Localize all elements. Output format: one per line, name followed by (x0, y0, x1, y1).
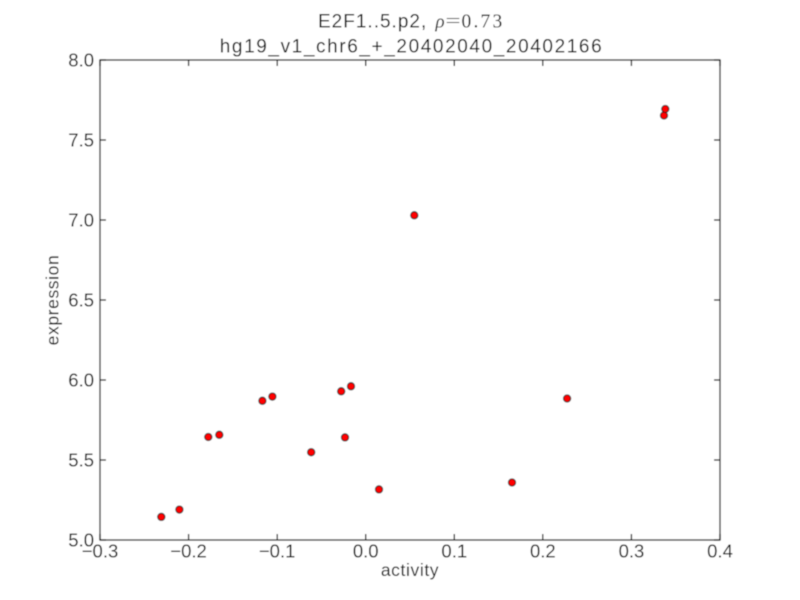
svg-text:5.0: 5.0 (68, 529, 94, 550)
svg-text:0.73: 0.73 (462, 12, 505, 33)
svg-text:6.0: 6.0 (68, 369, 94, 390)
svg-text:0.0: 0.0 (353, 541, 379, 562)
svg-text:7.5: 7.5 (68, 129, 94, 150)
svg-text:=: = (446, 11, 461, 33)
svg-text:activity: activity (381, 560, 439, 580)
svg-text:0.2: 0.2 (530, 541, 556, 562)
svg-text:−0.1: −0.1 (259, 541, 296, 562)
svg-text:hg19_v1_chr6_+_20402040_204021: hg19_v1_chr6_+_20402040_20402166 (220, 37, 604, 58)
svg-text:−0.2: −0.2 (170, 541, 207, 562)
svg-text:6.5: 6.5 (68, 289, 94, 310)
svg-text:0.3: 0.3 (619, 541, 645, 562)
svg-text:0.1: 0.1 (441, 541, 467, 562)
svg-text:E2F1..5.p2,: E2F1..5.p2, (318, 11, 427, 32)
svg-text:8.0: 8.0 (68, 49, 94, 70)
svg-text:5.5: 5.5 (68, 449, 94, 470)
svg-text:7.0: 7.0 (68, 209, 94, 230)
svg-text:ρ: ρ (435, 12, 445, 33)
svg-text:0.4: 0.4 (707, 541, 733, 562)
svg-text:expression: expression (43, 255, 63, 346)
svg-text:−0.3: −0.3 (82, 541, 119, 562)
